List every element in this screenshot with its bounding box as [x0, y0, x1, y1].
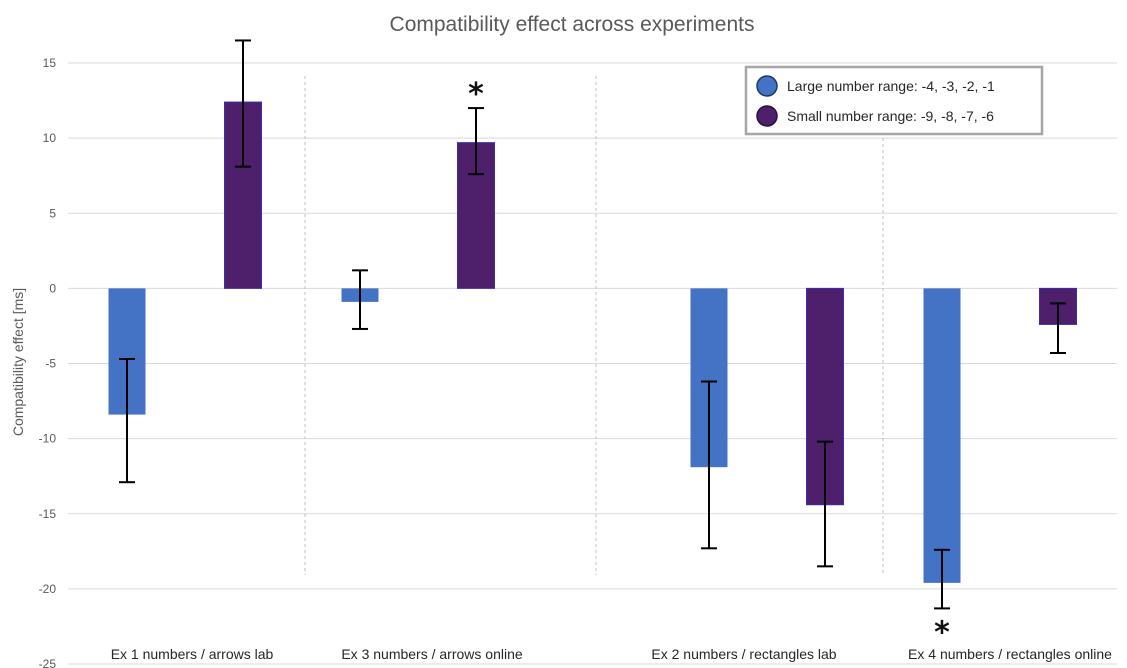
legend-label-large: Large number range: -4, -3, -2, -1: [787, 78, 995, 94]
y-axis-label: Compatibility effect [ms]: [10, 288, 26, 436]
y-tick-label: 0: [49, 281, 56, 295]
category-label: Ex 2 numbers / rectangles lab: [651, 646, 836, 662]
y-tick-label: 10: [43, 131, 57, 145]
category-label: Ex 3 numbers / arrows online: [341, 646, 523, 662]
y-tick-label: -25: [39, 657, 57, 668]
y-axis-ticks: 15 10 5 0 -5 -10 -15 -20 -25: [39, 56, 57, 668]
y-tick-label: 5: [49, 206, 56, 220]
y-tick-label: -5: [45, 357, 56, 371]
legend-swatch-large: [756, 75, 778, 97]
legend: Large number range: -4, -3, -2, -1 Small…: [744, 65, 1044, 136]
legend-box: [744, 65, 1044, 136]
category-label: Ex 4 numbers / rectangles online: [908, 646, 1112, 662]
y-tick-label: -20: [39, 582, 57, 596]
y-tick-label: -10: [39, 432, 57, 446]
y-tick-label: -15: [39, 507, 57, 521]
y-tick-label: 15: [43, 56, 57, 70]
bars: [108, 101, 1077, 583]
error-bars: [119, 39, 1066, 610]
significance-markers: **: [468, 77, 950, 650]
bar-large-range: [923, 288, 961, 583]
category-label: Ex 1 numbers / arrows lab: [111, 646, 274, 662]
category-labels: Ex 1 numbers / arrows lab Ex 3 numbers / …: [111, 646, 1112, 662]
group-separators: [304, 76, 884, 575]
significance-star: *: [934, 615, 950, 650]
legend-label-small: Small number range: -9, -8, -7, -6: [787, 108, 994, 124]
chart-title: Compatibility effect across experiments: [390, 13, 755, 36]
significance-star: *: [468, 77, 484, 112]
legend-swatch-small: [756, 105, 778, 127]
